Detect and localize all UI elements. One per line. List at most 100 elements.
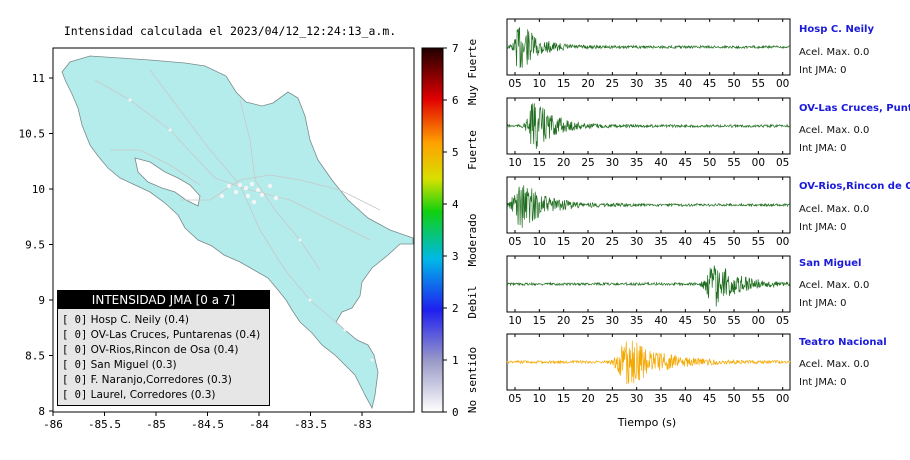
- waveform-tick-label: 40: [679, 236, 692, 248]
- waveform-tick-label: 35: [630, 315, 643, 327]
- station-accel: Acel. Max. 0.0: [799, 47, 870, 58]
- town-markers: [128, 98, 374, 362]
- waveform-tick-label: 00: [776, 78, 789, 90]
- map-y-tick-label: 8.5: [25, 350, 45, 363]
- colorbar-label-muy-fuerte: Muy Fuerte: [466, 39, 479, 105]
- map-y-tick-label: 9: [38, 294, 45, 307]
- station-name: San Miguel: [799, 258, 862, 269]
- waveform-tick-label: 45: [703, 393, 716, 405]
- map-y-tick-label: 10.5: [19, 128, 46, 141]
- waveform-tick-label: 00: [776, 236, 789, 248]
- station-accel: Acel. Max. 0.0: [799, 204, 870, 215]
- waveform-tick-label: 20: [581, 236, 594, 248]
- waveform-tick-label: 05: [776, 157, 789, 169]
- waveform-tick-label: 15: [533, 157, 546, 169]
- station-name: OV-Las Cruces, Puntarenas: [799, 103, 910, 114]
- colorbar-label-debil: Debil: [466, 285, 479, 318]
- waveform-tick-label: 05: [508, 393, 521, 405]
- legend-label: OV-Rios,Rincon de Osa (0.4): [90, 344, 239, 356]
- legend-label: Laurel, Corredores (0.3): [90, 389, 216, 401]
- intensity-colorbar: [421, 47, 444, 413]
- waveform-trace: [506, 340, 791, 385]
- waveform-tick-label: 20: [581, 393, 594, 405]
- intensity-legend: INTENSIDAD JMA [0 a 7] [ 0] Hosp C. Neil…: [57, 290, 270, 406]
- waveform-tick-label: 50: [727, 236, 740, 248]
- waveform-tick-label: 10: [533, 393, 546, 405]
- waveform-tick-label: 50: [727, 393, 740, 405]
- waveform-tick-label: 25: [606, 78, 619, 90]
- waveform-tick-label: 25: [606, 236, 619, 248]
- waveform-tick-label: 05: [508, 236, 521, 248]
- waveform-tick-label: 55: [727, 315, 740, 327]
- map-x-tick-label: -85.5: [88, 418, 121, 431]
- waveform-tick-label: 40: [679, 393, 692, 405]
- station-int-jma: Int JMA: 0: [799, 143, 847, 154]
- waveform-tick-label: 05: [508, 78, 521, 90]
- legend-label: OV-Las Cruces, Puntarenas (0.4): [90, 329, 261, 341]
- waveform-tick-label: 00: [776, 393, 789, 405]
- colorbar-label-no-sentido: No sentido: [466, 347, 479, 413]
- waveform-trace: [506, 103, 791, 150]
- waveform-tick-label: 15: [557, 393, 570, 405]
- legend-label: F. Naranjo,Corredores (0.3): [90, 374, 232, 386]
- map-x-tick-label: -83: [352, 418, 372, 431]
- waveform-tick-label: 45: [703, 78, 716, 90]
- station-int-jma: Int JMA: 0: [799, 65, 847, 76]
- colorbar-label-moderado: Moderado: [466, 214, 479, 267]
- legend-badge: [ 0]: [62, 374, 88, 386]
- map-title: Intensidad calculada el 2023/04/12_12:24…: [64, 24, 396, 38]
- waveform-tick-label: 00: [752, 157, 765, 169]
- station-accel: Acel. Max. 0.0: [799, 125, 870, 136]
- station-accel: Acel. Max. 0.0: [799, 359, 870, 370]
- waveform-tick-label: 45: [703, 236, 716, 248]
- waveform-tick-label: 55: [727, 157, 740, 169]
- waveform-tick-label: 35: [654, 236, 667, 248]
- colorbar-tick-label: 7: [452, 42, 459, 55]
- station-name: Hosp C. Neily: [799, 24, 874, 35]
- legend-row: [ 0] F. Naranjo,Corredores (0.3): [62, 374, 232, 386]
- waveform-tick-label: 50: [703, 315, 716, 327]
- waveform-tick-label: 50: [727, 78, 740, 90]
- waveform-panel: 05 10 15 20 25 30 35 40 45 50 55 00: [506, 176, 791, 248]
- legend-badge: [ 0]: [62, 344, 88, 356]
- legend-badge: [ 0]: [62, 359, 88, 371]
- map-x-tick-label: -83.5: [294, 418, 327, 431]
- legend-badge: [ 0]: [62, 389, 88, 401]
- waveform-tick-label: 35: [654, 393, 667, 405]
- legend-row: [ 0] Hosp C. Neily (0.4): [62, 314, 189, 326]
- waveform-tick-label: 10: [508, 157, 521, 169]
- waveform-tick-label: 25: [606, 393, 619, 405]
- station-name: OV-Rios,Rincon de Osa: [799, 181, 910, 192]
- station-name: Teatro Nacional: [799, 337, 887, 348]
- waveform-trace: [506, 265, 791, 307]
- waveform-tick-label: 25: [581, 315, 594, 327]
- legend-row: [ 0] OV-Las Cruces, Puntarenas (0.4): [62, 329, 260, 341]
- waveform-tick-label: 55: [752, 236, 765, 248]
- colorbar-tick-label: 4: [452, 198, 459, 211]
- waveform-tick-label: 30: [630, 393, 643, 405]
- map-x-tick-label: -84.5: [191, 418, 224, 431]
- waveform-tick-label: 40: [679, 78, 692, 90]
- legend-title: INTENSIDAD JMA [0 a 7]: [58, 291, 269, 309]
- station-int-jma: Int JMA: 0: [799, 298, 847, 309]
- waveform-tick-label: 30: [630, 78, 643, 90]
- map-x-tick-label: -84: [249, 418, 269, 431]
- waveform-tick-label: 15: [557, 78, 570, 90]
- waveform-tick-label: 55: [752, 78, 765, 90]
- waveform-tick-label: 20: [581, 78, 594, 90]
- waveform-tick-label: 30: [606, 315, 619, 327]
- station-int-jma: Int JMA: 0: [799, 222, 847, 233]
- map-x-tick-label: -86: [43, 418, 63, 431]
- legend-row: [ 0] Laurel, Corredores (0.3): [62, 389, 216, 401]
- waveform-tick-label: 45: [679, 157, 692, 169]
- waveform-tick-label: 40: [654, 315, 667, 327]
- waveform-tick-label: 30: [630, 236, 643, 248]
- waveform-panel: 05 10 15 20 25 30 35 40 45 50 55 00: [506, 18, 791, 90]
- waveform-tick-label: 30: [606, 157, 619, 169]
- map-y-tick-label: 11: [32, 72, 45, 85]
- waveform-tick-label: 25: [581, 157, 594, 169]
- waveform-tick-label: 10: [533, 236, 546, 248]
- colorbar-tick-label: 6: [452, 94, 459, 107]
- waveform-tick-label: 15: [533, 315, 546, 327]
- map-y-ticks: 11 10.5 10 9.5 9 8.5 8: [19, 72, 53, 418]
